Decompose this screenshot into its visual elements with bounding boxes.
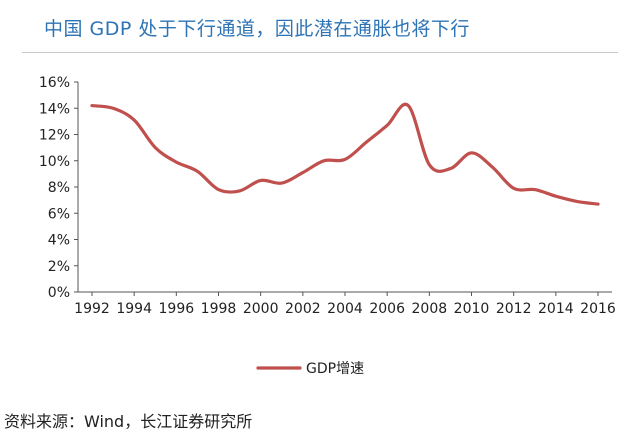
x-tick-label: 2016 bbox=[580, 301, 616, 317]
legend: GDP增速 bbox=[256, 361, 364, 377]
y-tick-label: 4% bbox=[48, 233, 70, 249]
y-tick-label: 2% bbox=[48, 259, 70, 275]
x-tick-label: 1996 bbox=[159, 301, 195, 317]
source-note: 资料来源：Wind，长江证券研究所 bbox=[4, 412, 253, 431]
axes bbox=[74, 81, 612, 296]
x-tick-label: 1998 bbox=[201, 301, 237, 317]
x-tick-labels: 1992 1994 1996 1998 2000 2002 2004 2006 2008 2010… bbox=[74, 301, 616, 317]
y-tick-label: 10% bbox=[39, 154, 70, 170]
x-tick-label: 2006 bbox=[369, 301, 405, 317]
series-line-gdp-growth bbox=[90, 102, 600, 206]
x-tick-label: 1992 bbox=[74, 301, 110, 317]
x-tick-label: 2012 bbox=[496, 301, 532, 317]
y-tick-label: 12% bbox=[39, 128, 70, 144]
legend-label: GDP增速 bbox=[306, 361, 364, 377]
y-tick-label: 16% bbox=[39, 75, 70, 91]
y-tick-label: 8% bbox=[48, 180, 70, 196]
y-tick-labels: 0% 2% 4% 6% 8% 10% 12% 14% 16% bbox=[39, 75, 70, 301]
chart-title: 中国 GDP 处于下行通道，因此潜在通胀也将下行 bbox=[44, 18, 470, 40]
x-tick-label: 1994 bbox=[116, 301, 152, 317]
x-tick-label: 2000 bbox=[243, 301, 279, 317]
x-tick-label: 2002 bbox=[285, 301, 321, 317]
title-divider bbox=[22, 52, 618, 53]
y-tick-label: 0% bbox=[48, 285, 70, 301]
y-tick-label: 6% bbox=[48, 206, 70, 222]
x-tick-label: 2014 bbox=[538, 301, 574, 317]
x-tick-label: 2004 bbox=[327, 301, 363, 317]
x-tick-label: 2010 bbox=[454, 301, 490, 317]
y-tick-label: 14% bbox=[39, 101, 70, 117]
x-tick-label: 2008 bbox=[412, 301, 448, 317]
series-group bbox=[90, 102, 600, 206]
